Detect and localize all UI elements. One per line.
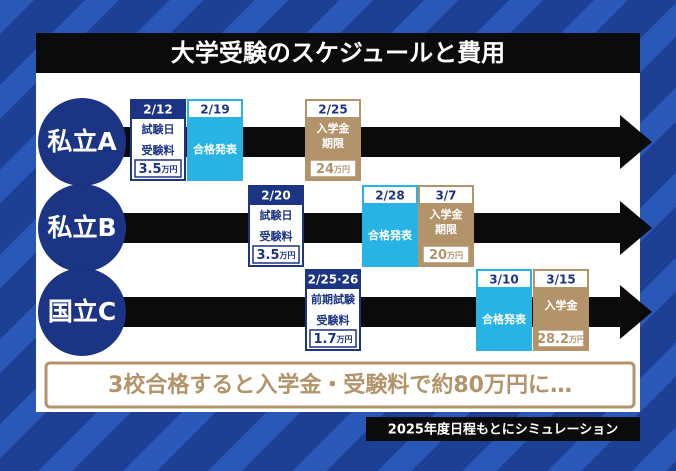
row-badge xyxy=(38,268,126,356)
event-label: 試験日 xyxy=(260,208,293,222)
event-date-bg xyxy=(533,269,589,289)
arrow-head xyxy=(620,285,652,339)
event-date: 2/25·26 xyxy=(308,273,359,287)
fee: 1.7万円 xyxy=(313,332,352,347)
fee-amount: 20 xyxy=(429,248,447,263)
fee-amount: 24 xyxy=(316,162,334,177)
summary-box xyxy=(44,361,636,409)
title: 大学受験のスケジュールと費用 xyxy=(171,39,505,67)
event-label: 期限 xyxy=(322,136,344,150)
caption: 2025年度日程もとにシミュレーション xyxy=(388,422,618,438)
fee: 28.2万円 xyxy=(537,332,585,347)
event-date: 3/10 xyxy=(489,273,518,287)
row-label: 私立A xyxy=(47,127,117,156)
fee-unit: 万円 xyxy=(568,335,585,344)
fee-box xyxy=(537,329,585,348)
fee-label: 受験料 xyxy=(142,143,175,157)
fee-box xyxy=(309,329,357,348)
event-label: 試験日 xyxy=(142,122,175,136)
fee-unit: 万円 xyxy=(333,165,350,174)
summary: 3校合格すると入学金・受験料で約80万円に… xyxy=(108,372,572,398)
event-date: 2/28 xyxy=(375,189,404,203)
fee: 24万円 xyxy=(316,162,350,177)
event-date: 3/7 xyxy=(435,189,456,203)
fee-box xyxy=(422,245,470,264)
event-label: 入学金 xyxy=(317,121,351,135)
event-date: 2/19 xyxy=(200,103,229,117)
fee-box xyxy=(252,245,300,264)
fee-unit: 万円 xyxy=(446,251,463,260)
fee-unit: 万円 xyxy=(161,165,178,174)
event-date-bg xyxy=(418,185,474,205)
event-date-bg xyxy=(362,185,418,205)
fee-amount: 28.2 xyxy=(537,332,569,347)
event-date: 2/20 xyxy=(261,189,290,203)
arrow-head xyxy=(620,201,652,255)
title-bar xyxy=(36,33,640,73)
event-label: 入学金 xyxy=(545,298,579,312)
timeline-bar xyxy=(100,213,622,243)
fee-unit: 万円 xyxy=(336,335,353,344)
fee-box xyxy=(134,159,182,178)
row-badge xyxy=(38,184,126,272)
row-badge xyxy=(38,98,126,186)
event-date-bg xyxy=(187,99,243,119)
caption-bar xyxy=(366,417,640,441)
event-date-bg xyxy=(476,269,532,289)
event-date-bg xyxy=(305,269,361,289)
fee-label: 受験料 xyxy=(260,229,293,243)
event-date-bg xyxy=(130,99,186,119)
row-label: 私立B xyxy=(47,213,116,242)
event-label: 合格発表 xyxy=(482,312,527,326)
fee: 20万円 xyxy=(429,248,463,263)
fee-box xyxy=(309,159,357,178)
event-date-bg xyxy=(248,185,304,205)
event-date: 3/15 xyxy=(546,273,575,287)
row-label: 国立C xyxy=(48,297,116,326)
fee-amount: 3.5 xyxy=(138,162,161,177)
event-label: 前期試験 xyxy=(311,292,356,306)
event-date-bg xyxy=(305,99,361,119)
event-label: 合格発表 xyxy=(193,142,238,156)
fee: 3.5万円 xyxy=(138,162,177,177)
event-date: 2/12 xyxy=(143,103,172,117)
fee-amount: 1.7 xyxy=(313,332,336,347)
event-label: 期限 xyxy=(435,222,457,236)
event-label: 入学金 xyxy=(430,207,464,221)
fee-label: 受験料 xyxy=(317,313,350,327)
fee-amount: 3.5 xyxy=(256,248,279,263)
event-label: 合格発表 xyxy=(368,228,413,242)
arrow-head xyxy=(620,115,652,169)
event-date: 2/25 xyxy=(318,103,347,117)
fee-unit: 万円 xyxy=(279,251,296,260)
fee: 3.5万円 xyxy=(256,248,295,263)
